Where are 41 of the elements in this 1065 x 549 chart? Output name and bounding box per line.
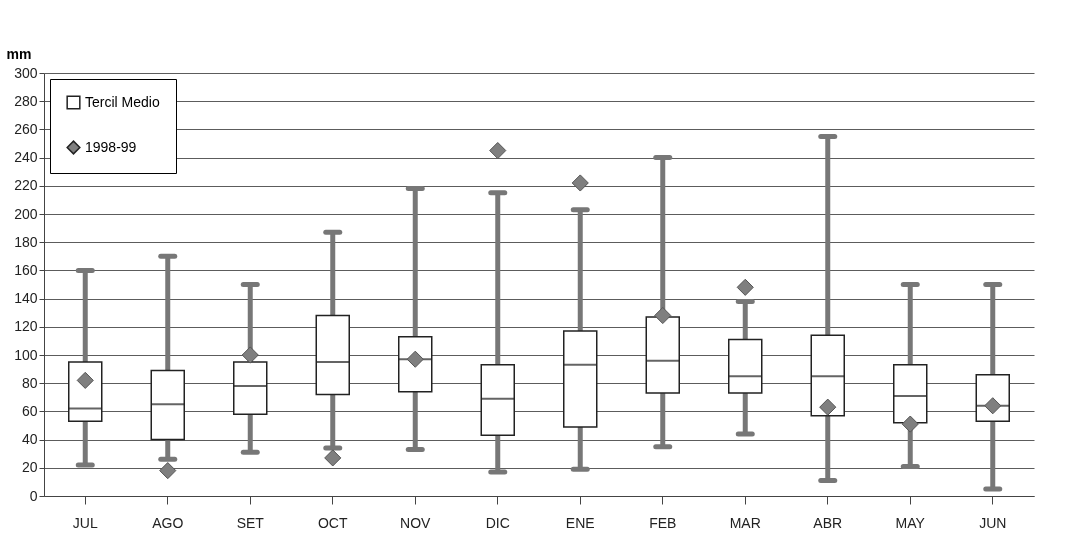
y-tick-label: 240 (14, 149, 38, 166)
y-tick-label: 300 (14, 64, 38, 81)
y-tick-label: 0 (29, 487, 38, 504)
x-tick-label: DIC (485, 514, 510, 531)
y-tick-label: 200 (14, 205, 38, 222)
point (489, 141, 507, 160)
y-tick-label: 100 (14, 346, 38, 363)
point (324, 449, 342, 467)
point (76, 371, 94, 389)
y-tick-label: 20 (21, 459, 38, 476)
x-tick-label: NOV (400, 514, 432, 531)
y-tick-label: 280 (14, 92, 38, 109)
point (159, 462, 177, 480)
y-tick-label: 220 (14, 177, 38, 194)
y-tick-label: 60 (21, 402, 38, 419)
y-tick-label: 40 (21, 431, 38, 448)
point (571, 174, 589, 192)
point (819, 398, 837, 416)
point (654, 306, 672, 325)
x-tick-label: AGO (152, 514, 184, 531)
point (901, 415, 919, 433)
x-tick-label: MAY (895, 514, 926, 531)
x-tick-label: FEB (649, 514, 677, 531)
y-tick-label: 140 (14, 290, 38, 307)
y-tick-label: 260 (14, 120, 38, 137)
x-tick-label: JUL (72, 514, 98, 531)
point (241, 346, 259, 364)
x-tick-label: ABR (813, 514, 843, 531)
x-tick-label: OCT (317, 514, 348, 531)
y-tick-label: 160 (14, 261, 38, 278)
legend-label: 1998-99 (85, 138, 137, 155)
y-tick-label: 80 (21, 374, 38, 391)
x-tick-label: JUN (979, 514, 1007, 531)
y-axis-title: mm (6, 45, 32, 62)
legend-label: Tercil Medio (85, 93, 160, 110)
point (736, 278, 754, 296)
x-tick-label: ENE (565, 514, 595, 531)
x-tick-label: MAR (729, 514, 761, 531)
x-tick-label: SET (236, 514, 265, 531)
y-tick-label: 120 (14, 318, 38, 335)
y-tick-label: 180 (14, 233, 38, 250)
